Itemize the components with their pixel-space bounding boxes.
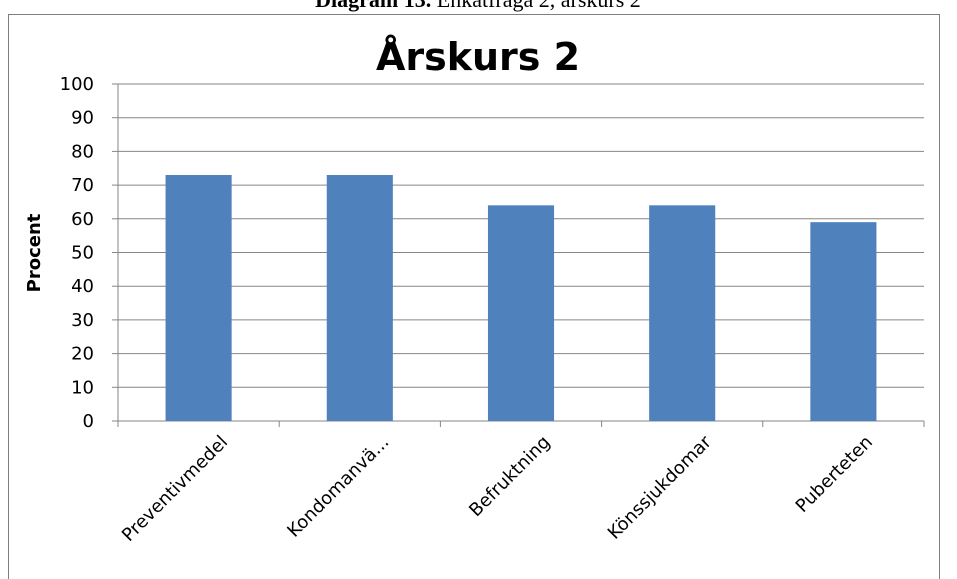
- y-tick-label: 50: [71, 243, 94, 264]
- y-tick-label: 70: [71, 175, 94, 196]
- y-tick-label: 30: [71, 310, 94, 331]
- bar: [165, 174, 232, 421]
- y-tick-label: 40: [71, 276, 94, 297]
- y-tick-label: 20: [71, 344, 94, 365]
- y-tick-label: 90: [71, 108, 94, 129]
- bar: [487, 205, 555, 421]
- caption-label: Diagram 13.: [315, 0, 431, 12]
- y-tick-label: 80: [71, 141, 94, 162]
- bar: [649, 205, 716, 421]
- bar: [810, 222, 877, 421]
- chart-frame: [8, 14, 940, 579]
- y-axis-label: Procent: [24, 213, 45, 292]
- y-tick-label: 60: [71, 209, 94, 230]
- caption: Diagram 13. Enkätfråga 2, årskurs 2: [315, 0, 641, 12]
- y-tick-label: 0: [83, 411, 94, 432]
- bar: [326, 174, 393, 421]
- caption-text: Enkätfråga 2, årskurs 2: [437, 0, 641, 12]
- y-tick-label: 10: [71, 377, 94, 398]
- chart-title: Årskurs 2: [376, 35, 580, 79]
- y-tick-label: 100: [60, 74, 94, 95]
